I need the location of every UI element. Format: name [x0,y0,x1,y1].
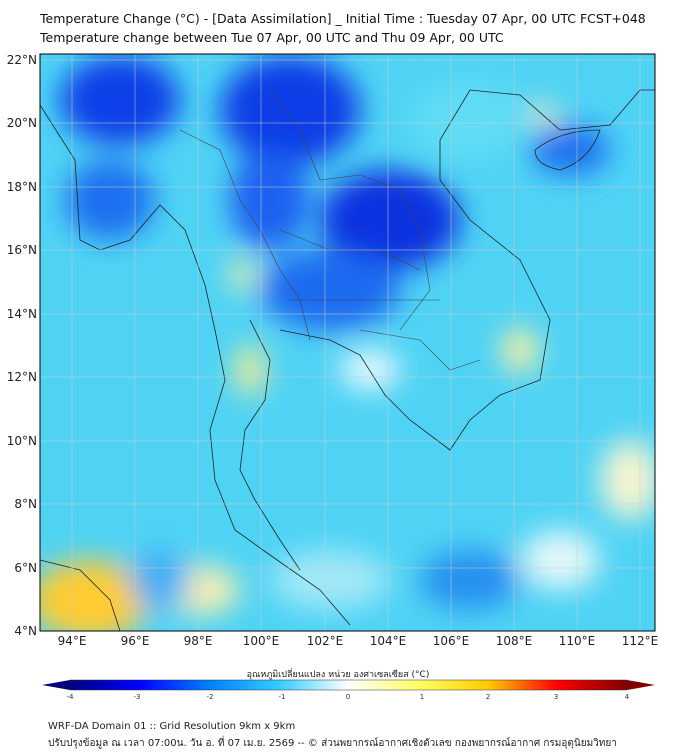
temperature-change-map: 94°E 96°E 98°E 100°E 102°E 104°E 106°E 1… [7,53,659,700]
colorbar-tick: -2 [207,693,214,700]
colorbar-tick: -1 [279,693,286,700]
lon-axis: 94°E 96°E 98°E 100°E 102°E 104°E 106°E 1… [58,634,659,648]
lon-tick: 94°E [58,634,87,648]
lat-tick: 8°N [14,497,37,511]
lon-tick: 104°E [370,634,407,648]
colorbar-tick: -4 [67,693,75,700]
footer-model-info: WRF-DA Domain 01 :: Grid Resolution 9km … [48,721,296,732]
colorbar-tick: 3 [554,693,558,700]
colorbar-tick: -3 [134,693,141,700]
footer-credit: ปรับปรุงข้อมูล ณ เวลา 07:00น. วัน อ. ที่… [48,738,617,749]
lat-tick: 20°N [7,116,37,130]
lon-tick: 100°E [243,634,280,648]
colorbar: -4 -3 -2 -1 0 1 2 3 4 [42,679,655,700]
lon-tick: 96°E [121,634,150,648]
chart-title: Temperature Change (°C) - [Data Assimila… [40,11,646,26]
temperature-field [40,54,655,631]
colorbar-tick: 2 [486,693,490,700]
lat-tick: 18°N [7,180,37,194]
lat-tick: 4°N [14,624,37,638]
lat-tick: 12°N [7,370,37,384]
colorbar-tick: 0 [346,693,350,700]
colorbar-min-arrow [42,680,70,690]
colorbar-tick: 1 [420,693,424,700]
lon-tick: 106°E [433,634,470,648]
lat-tick: 10°N [7,434,37,448]
lon-tick: 112°E [622,634,659,648]
lat-tick: 6°N [14,561,37,575]
lon-tick: 102°E [307,634,344,648]
map-frame [39,53,656,632]
lat-tick: 14°N [7,307,37,321]
chart-subtitle: Temperature change between Tue 07 Apr, 0… [40,30,504,45]
coastlines [40,89,655,631]
gridlines [40,54,655,631]
lon-tick: 98°E [184,634,213,648]
colorbar-gradient [69,679,628,691]
colorbar-max-arrow [627,680,655,690]
colorbar-label: อุณหภูมิเปลี่ยนแปลง หน่วย องศาเซลเซียส (… [246,670,430,680]
colorbar-tick: 4 [625,693,630,700]
lon-tick: 110°E [559,634,596,648]
lat-axis: 4°N 6°N 8°N 10°N 12°N 14°N 16°N 18°N 20°… [7,53,37,638]
lat-tick: 22°N [7,53,37,67]
lon-tick: 108°E [496,634,533,648]
lat-tick: 16°N [7,243,37,257]
